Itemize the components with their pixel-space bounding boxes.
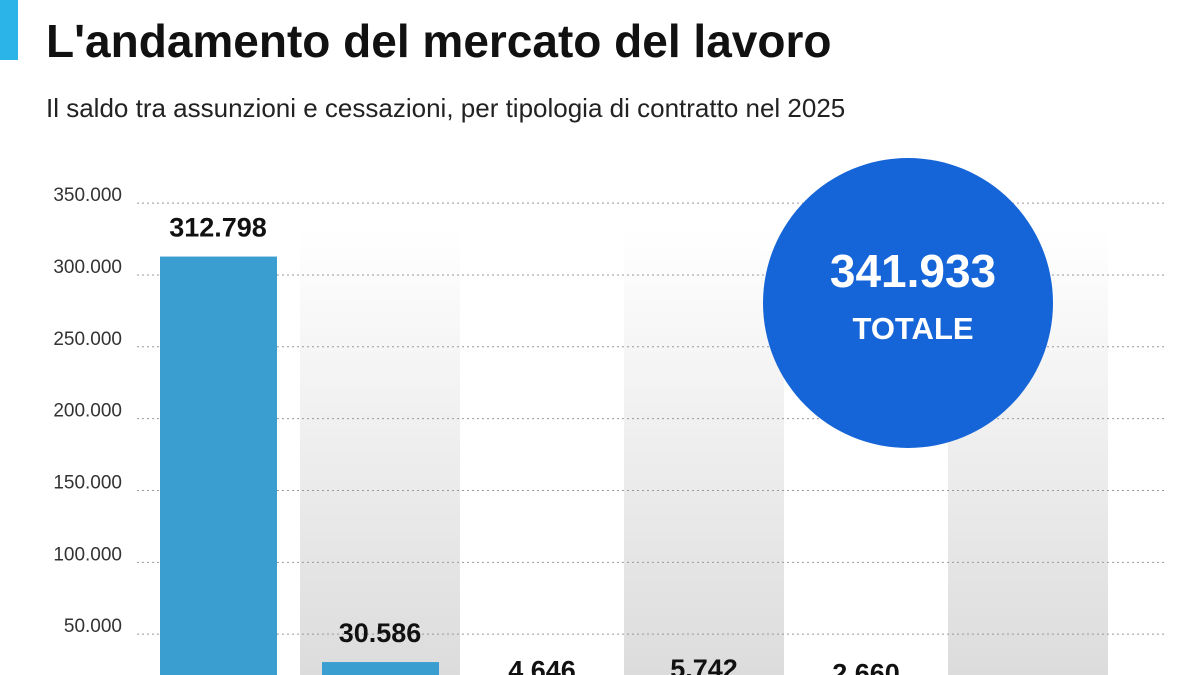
- y-tick-label: 150.000: [53, 472, 122, 493]
- column-stripe: [624, 230, 784, 675]
- total-label: TOTALE: [852, 311, 973, 346]
- bar: [160, 256, 277, 675]
- value-label: 4.646: [508, 655, 576, 675]
- y-tick-label: 250.000: [53, 329, 122, 350]
- y-tick-label: 350.000: [53, 185, 122, 206]
- value-label: 5.742: [670, 654, 738, 675]
- plot: 50.000 100.000 150.000 200.000 250.000 300.00…: [53, 185, 1165, 675]
- y-tick-label: 200.000: [53, 401, 122, 422]
- column-stripe: [300, 230, 460, 675]
- total-badge: [763, 158, 1053, 448]
- y-tick-label: 300.000: [53, 257, 122, 278]
- y-tick-label: 100.000: [53, 544, 122, 565]
- chart-subtitle: Il saldo tra assunzioni e cessazioni, pe…: [46, 93, 845, 123]
- y-tick-label: 50.000: [64, 616, 122, 637]
- total-value: 341.933: [830, 245, 996, 297]
- value-label: 312.798: [169, 213, 267, 243]
- value-label: 30.586: [339, 618, 422, 648]
- value-label: 2.660: [832, 658, 900, 675]
- bar: [322, 662, 439, 675]
- chart-title: L'andamento del mercato del lavoro: [46, 15, 831, 67]
- accent-bar: [0, 0, 18, 60]
